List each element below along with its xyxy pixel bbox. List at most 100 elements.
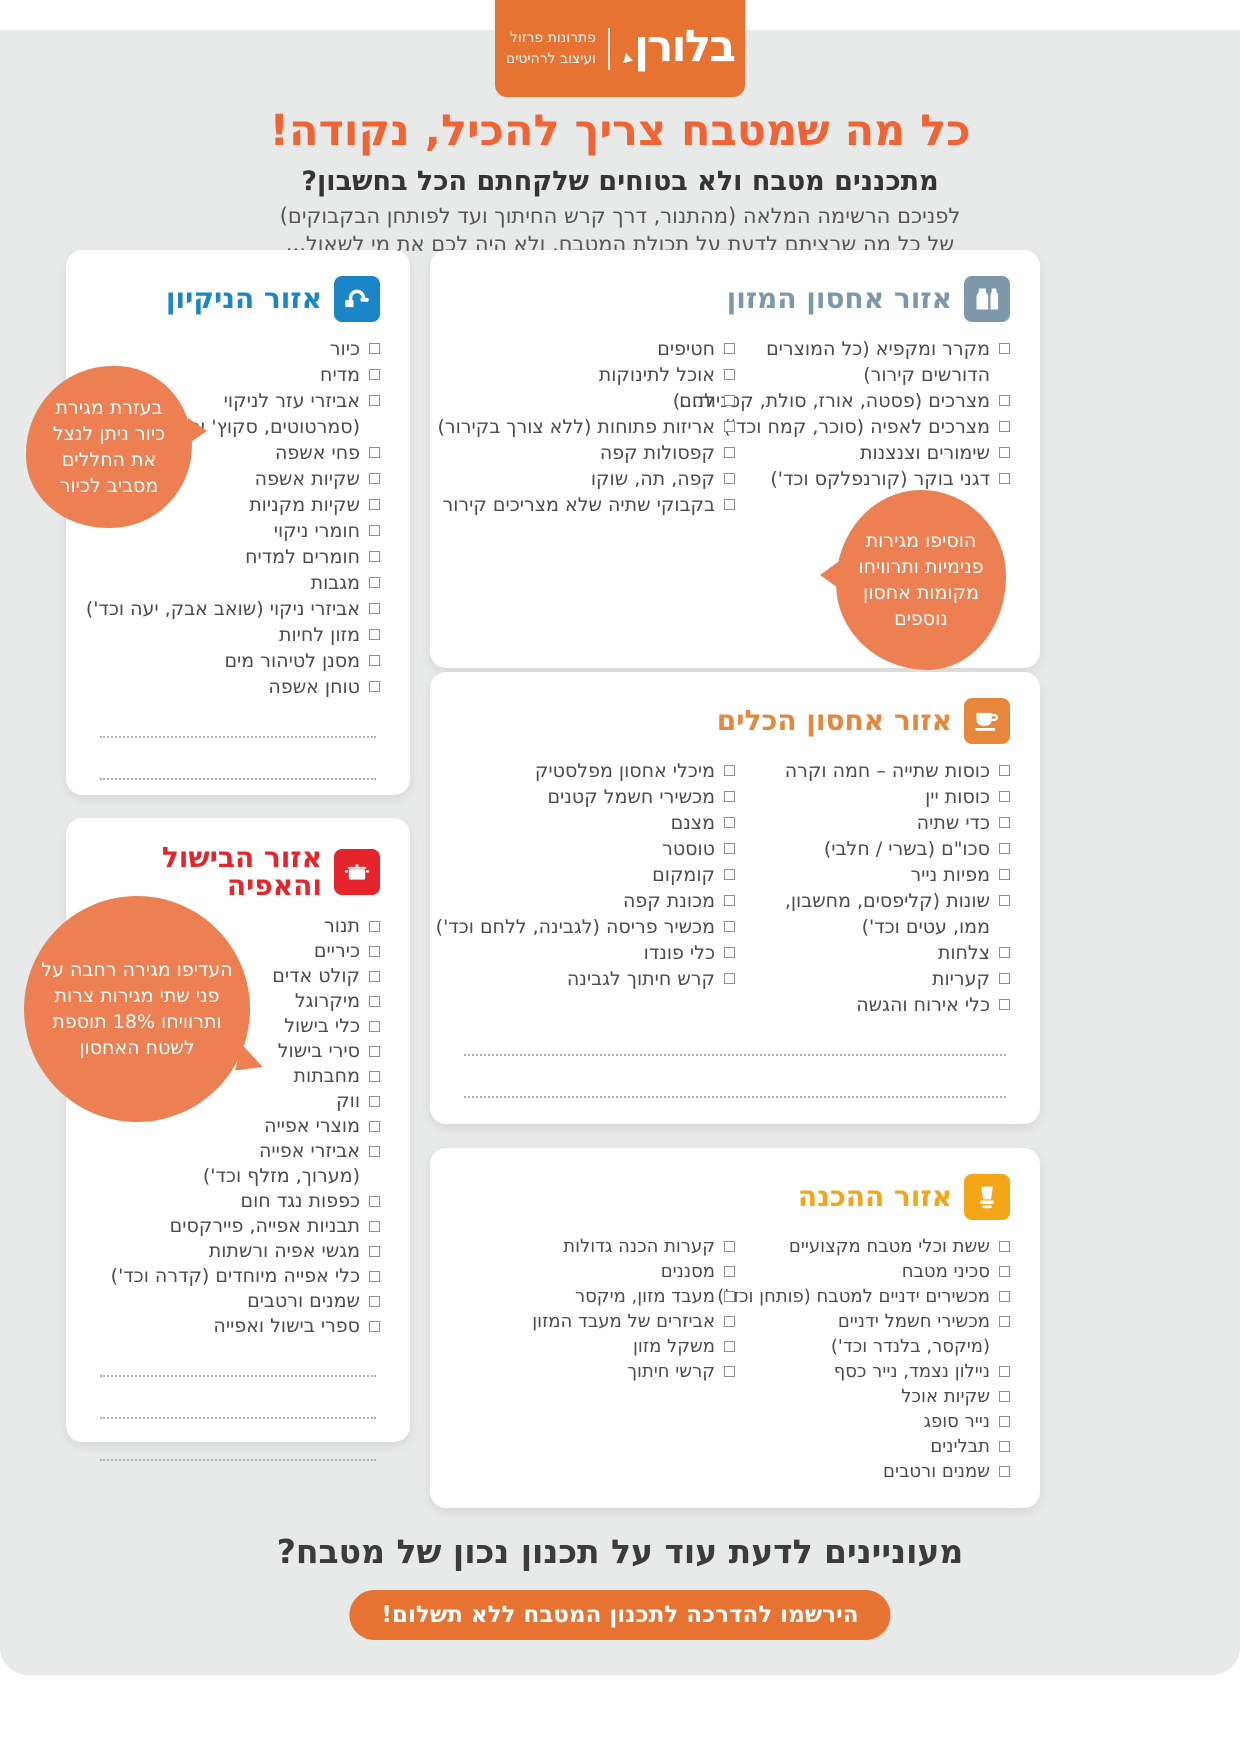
- checklist-item: חומרי ניקוי: [96, 518, 380, 544]
- checklist-item: מסנן לטיהור מים: [96, 648, 380, 674]
- section-title: אזור אחסון הכלים: [716, 704, 952, 737]
- checkbox[interactable]: [369, 1296, 380, 1307]
- checkbox[interactable]: [999, 421, 1010, 432]
- checkbox[interactable]: [999, 1466, 1010, 1477]
- checkbox[interactable]: [999, 343, 1010, 354]
- checkbox[interactable]: [724, 973, 735, 984]
- checkbox[interactable]: [369, 603, 380, 614]
- checkbox[interactable]: [369, 946, 380, 957]
- checkbox[interactable]: [999, 1266, 1010, 1277]
- checkbox[interactable]: [369, 655, 380, 666]
- checkbox[interactable]: [724, 343, 735, 354]
- checklist-item: פחי אשפה: [96, 440, 380, 466]
- checklist-item: קומקום: [460, 862, 735, 888]
- checklist-item-label: מדיח: [320, 364, 360, 386]
- checkbox[interactable]: [369, 1071, 380, 1082]
- checklist-item-label: קפסולות קפה: [599, 442, 715, 464]
- checkbox[interactable]: [369, 447, 380, 458]
- checkbox[interactable]: [999, 1316, 1010, 1327]
- checkbox[interactable]: [999, 895, 1010, 906]
- checkbox[interactable]: [369, 1246, 380, 1257]
- checkbox[interactable]: [724, 473, 735, 484]
- checkbox[interactable]: [724, 947, 735, 958]
- checkbox[interactable]: [999, 869, 1010, 880]
- checkbox[interactable]: [999, 1241, 1010, 1252]
- checkbox[interactable]: [999, 973, 1010, 984]
- checkbox[interactable]: [369, 996, 380, 1007]
- checkbox[interactable]: [724, 369, 735, 380]
- checklist-item: קעריות: [735, 966, 1010, 992]
- checkbox[interactable]: [999, 1441, 1010, 1452]
- checkbox[interactable]: [369, 1046, 380, 1057]
- checklist-item-label: כיור: [329, 338, 360, 360]
- checkbox[interactable]: [724, 817, 735, 828]
- checklist-item: ממו, עטים וכד'): [735, 914, 1010, 940]
- checkbox[interactable]: [724, 921, 735, 932]
- checkbox[interactable]: [999, 765, 1010, 776]
- checkbox[interactable]: [369, 395, 380, 406]
- checkbox[interactable]: [999, 1291, 1010, 1302]
- checkbox[interactable]: [369, 1271, 380, 1282]
- checkbox[interactable]: [369, 1221, 380, 1232]
- checkbox[interactable]: [724, 447, 735, 458]
- checkbox[interactable]: [724, 895, 735, 906]
- checklist-item: לחם: [460, 388, 735, 414]
- checklist-item-label: כיריים: [313, 940, 360, 962]
- checkbox[interactable]: [999, 1416, 1010, 1427]
- checkbox[interactable]: [369, 971, 380, 982]
- checkbox[interactable]: [369, 499, 380, 510]
- checkbox[interactable]: [724, 395, 735, 406]
- checkbox[interactable]: [724, 1316, 735, 1327]
- checkbox[interactable]: [369, 1196, 380, 1207]
- checkbox[interactable]: [724, 869, 735, 880]
- checkbox[interactable]: [369, 681, 380, 692]
- checkbox[interactable]: [369, 369, 380, 380]
- checklist-item: קרש חיתוך לגבינה: [460, 966, 735, 992]
- write-in-line: [464, 1096, 1006, 1098]
- checklist-item: תבלינים: [735, 1434, 1010, 1459]
- checkbox[interactable]: [369, 343, 380, 354]
- register-cta-button[interactable]: הירשמו להדרכה לתכנון המטבח ללא תשלום!: [349, 1590, 891, 1640]
- checkbox[interactable]: [724, 499, 735, 510]
- checklist-item: מיכלי אחסון מפלסטיק: [460, 758, 735, 784]
- checkbox[interactable]: [369, 577, 380, 588]
- checkbox[interactable]: [999, 473, 1010, 484]
- checklist-item: מזון לחיות: [96, 622, 380, 648]
- checklist-item: טוסטר: [460, 836, 735, 862]
- checkbox[interactable]: [369, 473, 380, 484]
- checkbox[interactable]: [369, 1121, 380, 1132]
- checkbox[interactable]: [999, 843, 1010, 854]
- checklist-item-label: מכשירי חשמל קטנים: [547, 786, 715, 808]
- checkbox[interactable]: [369, 1146, 380, 1157]
- checkbox[interactable]: [369, 1021, 380, 1032]
- checkbox[interactable]: [369, 1321, 380, 1332]
- checklist-item-label: סכו"ם (בשרי / חלבי): [823, 838, 990, 860]
- checklist-item-label: מעבד מזון, מיקסר: [574, 1286, 715, 1307]
- checkbox[interactable]: [369, 1096, 380, 1107]
- checkbox[interactable]: [724, 1341, 735, 1352]
- checkbox[interactable]: [999, 447, 1010, 458]
- checkbox[interactable]: [999, 817, 1010, 828]
- checklist-item-label: ששת וכלי מטבח מקצועיים: [788, 1236, 990, 1257]
- checkbox[interactable]: [369, 525, 380, 536]
- checkbox[interactable]: [724, 1366, 735, 1377]
- checkbox[interactable]: [999, 791, 1010, 802]
- checklist-item-label: אוכל לתינוקות: [598, 364, 715, 386]
- checkbox[interactable]: [724, 1266, 735, 1277]
- checkbox[interactable]: [369, 921, 380, 932]
- checkbox[interactable]: [369, 629, 380, 640]
- checkbox[interactable]: [724, 791, 735, 802]
- checkbox[interactable]: [999, 395, 1010, 406]
- checkbox[interactable]: [999, 1391, 1010, 1402]
- checklist-item: כיור: [96, 336, 380, 362]
- checkbox[interactable]: [724, 1241, 735, 1252]
- checklist-item: מיקרוגל: [96, 989, 380, 1014]
- checkbox[interactable]: [724, 843, 735, 854]
- checkbox[interactable]: [999, 1366, 1010, 1377]
- checkbox[interactable]: [369, 551, 380, 562]
- checkbox[interactable]: [724, 421, 735, 432]
- checkbox[interactable]: [999, 947, 1010, 958]
- checkbox[interactable]: [724, 765, 735, 776]
- checkbox[interactable]: [724, 1291, 735, 1302]
- checkbox[interactable]: [999, 999, 1010, 1010]
